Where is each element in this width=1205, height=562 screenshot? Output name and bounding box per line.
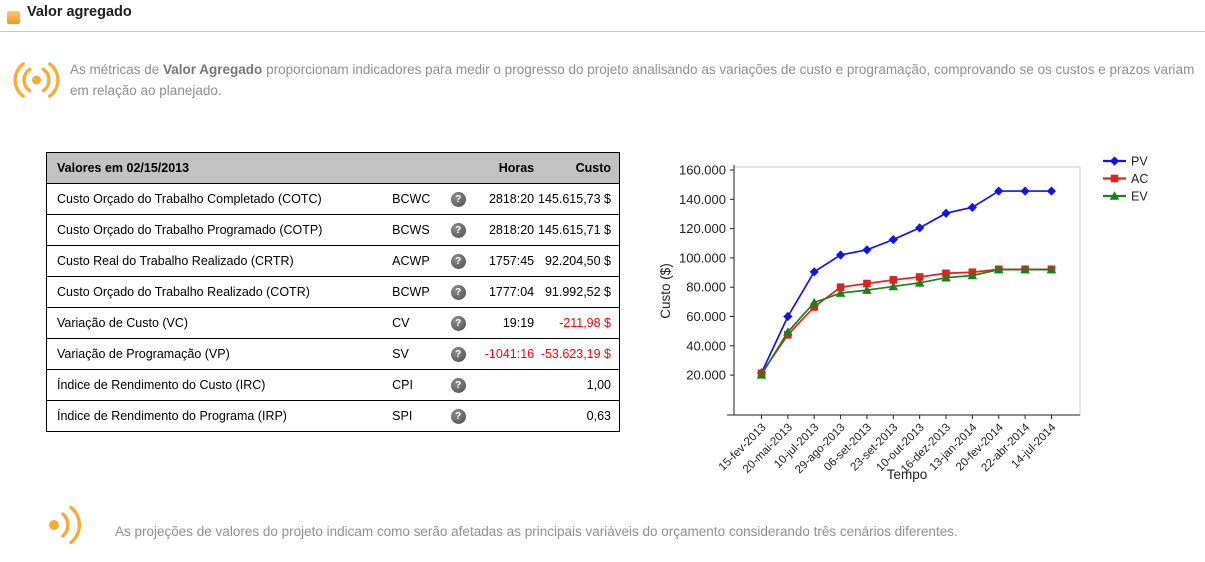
table-header-title: Valores em 02/15/2013 (57, 161, 190, 175)
legend-label-PV: PV (1131, 155, 1148, 169)
y-tick-label: 120.000 (679, 221, 726, 236)
legend-label-EV: EV (1131, 190, 1148, 204)
help-cell: ? (443, 184, 473, 214)
metric-code: SV (392, 347, 409, 361)
header-divider (0, 31, 1205, 32)
help-cell: ? (443, 370, 473, 400)
help-icon[interactable]: ? (450, 284, 466, 300)
y-tick-label: 160.000 (679, 163, 726, 178)
earned-value-chart: 160.000 140.000 120.000 100.000 80.000 60.000… (640, 145, 1205, 500)
metric-name: Variação de Programação (VP) (57, 347, 230, 361)
metric-code: SPI (392, 409, 413, 423)
help-cell: ? (443, 339, 473, 369)
metric-horas (473, 370, 534, 400)
help-cell: ? (443, 401, 473, 431)
help-icon[interactable]: ? (450, 222, 466, 238)
metric-custo: 91.992,52 $ (544, 285, 612, 299)
y-tick-label: 140.000 (679, 192, 726, 207)
help-icon[interactable]: ? (450, 191, 466, 207)
metric-custo: 92.204,50 $ (544, 254, 612, 268)
metric-custo: 1,00 (586, 378, 612, 392)
metric-horas: 1777:04 (488, 285, 535, 299)
page-header: Valor agregado (0, 0, 1205, 32)
help-icon[interactable]: ? (450, 253, 466, 269)
metric-horas: 19:19 (502, 316, 535, 330)
projection-paragraph: As projeções de valores do projeto indic… (115, 524, 958, 539)
help-icon[interactable]: ? (450, 346, 466, 362)
metric-name: Índice de Rendimento do Custo (IRC) (57, 378, 266, 392)
metric-code: CV (392, 316, 410, 330)
help-cell: ? (443, 246, 473, 276)
y-tick-label: 60.000 (686, 309, 726, 324)
metric-name: Custo Orçado do Trabalho Programado (COT… (57, 223, 323, 237)
metric-code: BCWS (392, 223, 430, 237)
table-row: Índice de Rendimento do Programa (IRP) SP… (47, 401, 619, 432)
metric-horas: 2818:20 (488, 223, 535, 237)
metric-horas: 1757:45 (488, 254, 535, 268)
table-row: Custo Orçado do Trabalho Completado (COT… (47, 184, 619, 215)
table-row: Variação de Programação (VP) SV? -1041:16-… (47, 339, 619, 370)
table-body: Custo Orçado do Trabalho Completado (COT… (47, 184, 619, 432)
y-tick-label: 40.000 (686, 338, 726, 353)
series-PV (760, 190, 1052, 374)
intro-text-bold: Valor Agregado (163, 62, 263, 77)
help-cell: ? (443, 308, 473, 338)
metric-name: Custo Orçado do Trabalho Completado (COT… (57, 192, 322, 206)
series-EV (760, 268, 1052, 376)
metric-name: Custo Orçado do Trabalho Realizado (COTR… (57, 285, 310, 299)
table-row: Custo Orçado do Trabalho Realizado (COTR… (47, 277, 619, 308)
metric-custo: -211,98 $ (559, 316, 612, 330)
y-tick-label: 100.000 (679, 250, 726, 265)
table-row: Índice de Rendimento do Custo (IRC) CPI? 1… (47, 370, 619, 401)
projection-signal-icon (46, 502, 82, 553)
x-axis-title: Tempo (887, 467, 928, 482)
table-row: Custo Real do Trabalho Realizado (CRTR) A… (47, 246, 619, 277)
table-header-horas: Horas (498, 161, 535, 175)
metric-code: CPI (392, 378, 413, 392)
help-icon[interactable]: ? (450, 377, 466, 393)
y-axis-title: Custo ($) (658, 263, 673, 319)
metric-custo: 145.615,73 $ (538, 192, 612, 206)
metric-horas: -1041:16 (484, 347, 535, 361)
table-row: Custo Orçado do Trabalho Programado (COT… (47, 215, 619, 246)
table-header-custo: Custo (575, 161, 612, 175)
metric-code: BCWP (392, 285, 430, 299)
intro-text-suffix: proporcionam indicadores para medir o pr… (70, 62, 1195, 98)
help-icon[interactable]: ? (450, 408, 466, 424)
table-header-row: Valores em 02/15/2013 Horas Custo (47, 153, 619, 184)
metric-horas (473, 401, 534, 431)
legend-label-AC: AC (1131, 172, 1148, 186)
broadcast-icon (13, 55, 60, 110)
metric-custo: 0,63 (586, 409, 612, 423)
earned-value-table: Valores em 02/15/2013 Horas Custo Custo … (46, 152, 620, 432)
intro-paragraph: As métricas de Valor Agregado proporcion… (70, 59, 1195, 101)
metric-name: Índice de Rendimento do Programa (IRP) (57, 409, 287, 423)
metric-custo: -53.623,19 $ (540, 347, 612, 361)
section-bullet-icon (7, 11, 20, 24)
y-tick-label: 20.000 (686, 368, 726, 383)
metric-code: ACWP (392, 254, 430, 268)
y-tick-label: 80.000 (686, 280, 726, 295)
help-cell: ? (443, 215, 473, 245)
metric-custo: 145.615,71 $ (538, 223, 612, 237)
chart-svg: 160.000 140.000 120.000 100.000 80.000 60.000… (658, 155, 1148, 483)
metric-horas: 2818:20 (488, 192, 535, 206)
help-icon[interactable]: ? (450, 315, 466, 331)
metric-name: Custo Real do Trabalho Realizado (CRTR) (57, 254, 294, 268)
help-cell: ? (443, 277, 473, 307)
metric-code: BCWC (392, 192, 431, 206)
metric-name: Variação de Custo (VC) (57, 316, 189, 330)
page-title: Valor agregado (27, 4, 132, 20)
intro-text-prefix: As métricas de (70, 62, 164, 77)
table-row: Variação de Custo (VC) CV? 19:19 -211,98 $ (47, 308, 619, 339)
